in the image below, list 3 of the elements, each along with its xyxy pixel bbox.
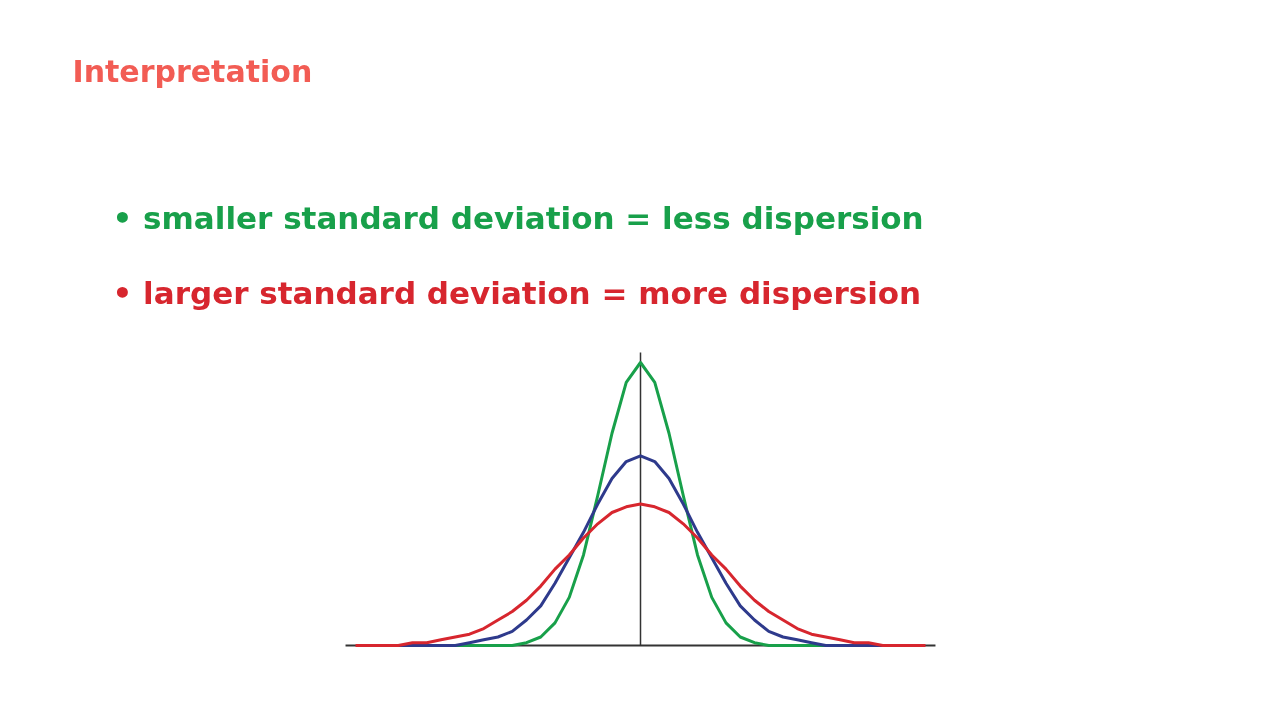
text: • larger standard deviation = more dispersion bbox=[112, 274, 922, 311]
chart-title: Interpretation bbox=[72, 53, 313, 89]
text: • smaller standard deviation = less dispersion bbox=[112, 199, 924, 236]
